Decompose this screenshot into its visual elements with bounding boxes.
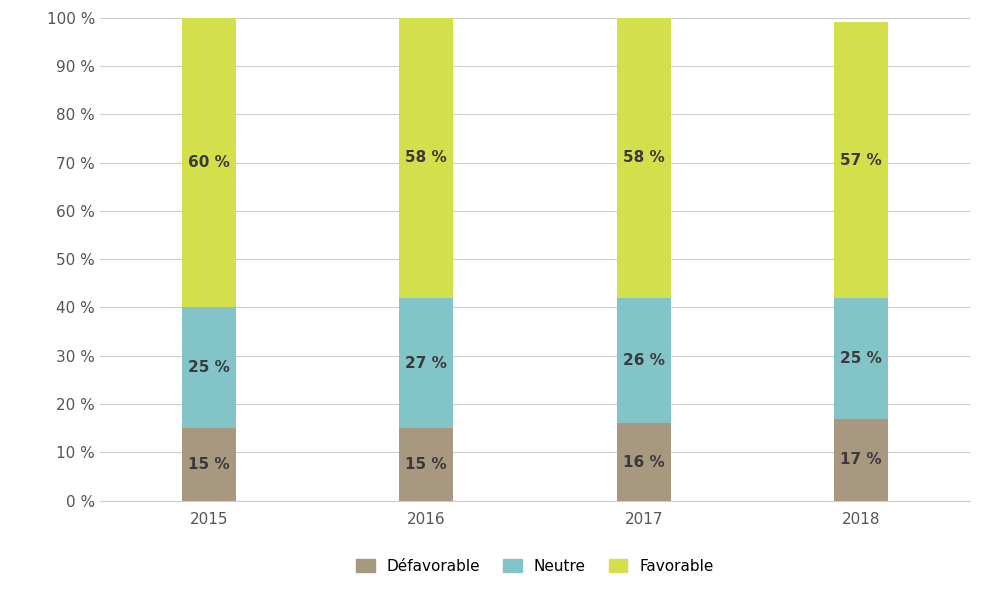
Bar <box>182 428 236 501</box>
Text: 25 %: 25 % <box>840 350 882 366</box>
Text: 15 %: 15 % <box>188 457 230 472</box>
Bar <box>834 22 888 298</box>
Bar <box>182 307 236 428</box>
Text: 25 %: 25 % <box>188 360 230 375</box>
Text: 15 %: 15 % <box>405 457 447 472</box>
Bar <box>834 419 888 501</box>
Text: 58 %: 58 % <box>405 150 447 166</box>
Text: 57 %: 57 % <box>840 153 882 168</box>
Bar <box>617 298 671 423</box>
Text: 26 %: 26 % <box>623 353 665 368</box>
Bar <box>399 428 453 501</box>
Bar <box>182 18 236 307</box>
Text: 27 %: 27 % <box>405 356 447 370</box>
Text: 17 %: 17 % <box>840 452 882 467</box>
Bar <box>399 18 453 298</box>
Bar <box>834 298 888 419</box>
Text: 58 %: 58 % <box>623 150 665 166</box>
Legend: Défavorable, Neutre, Favorable: Défavorable, Neutre, Favorable <box>350 552 720 580</box>
Bar <box>617 18 671 298</box>
Text: 60 %: 60 % <box>188 155 230 170</box>
Bar <box>617 423 671 501</box>
Text: 16 %: 16 % <box>623 455 665 469</box>
Bar <box>399 298 453 428</box>
